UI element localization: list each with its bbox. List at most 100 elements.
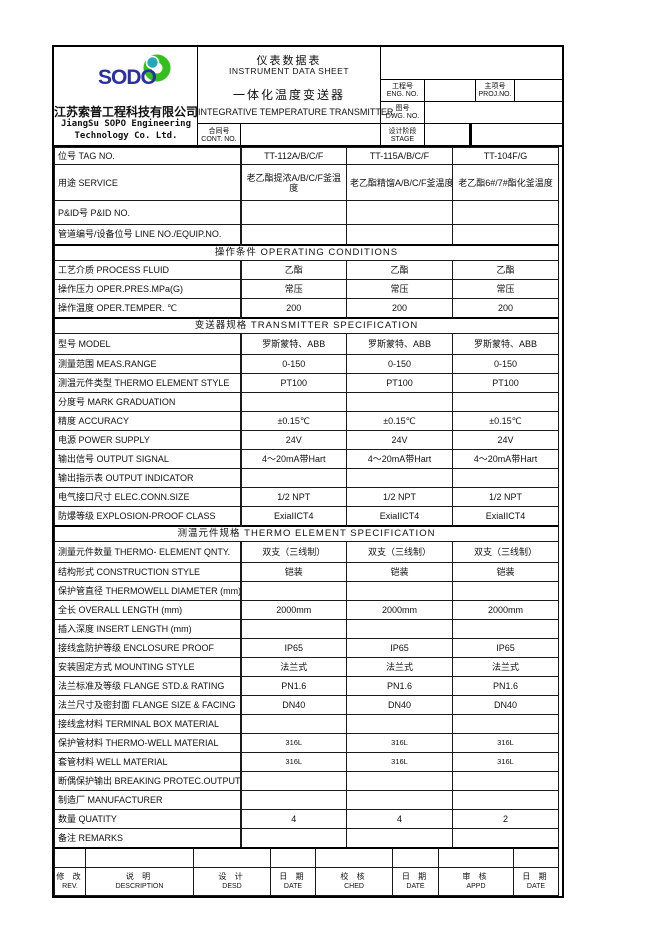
eng-no-label: 工程号 ENG. NO. — [381, 80, 425, 101]
value-cell: 铠装 — [452, 562, 559, 582]
drawing-info-block: 工程号 ENG. NO. 主项号 PROJ.NO. 图号 DWG. NO. — [380, 47, 563, 147]
value-cell: 200 — [452, 298, 559, 318]
value-cell: 常压 — [240, 279, 347, 299]
row-label-cell: 测量元件数量 THERMO- ELEMENT QNTY. — [54, 541, 242, 563]
value-cell: 2 — [452, 809, 559, 829]
value-cell — [240, 200, 347, 225]
value-cell: 0-150 — [346, 354, 453, 374]
value-cell: 铠装 — [346, 562, 453, 582]
value-cell: 老乙酯6#/7#酯化釜温度 — [452, 164, 559, 201]
table-row: 接线盒防护等级 ENCLOSURE PROOF IP65 IP65 IP65 — [54, 638, 559, 658]
value-cell — [240, 790, 347, 810]
dwg-no-row: 图号 DWG. NO. — [381, 102, 563, 124]
value-cell — [452, 619, 559, 639]
value-cell: IP65 — [452, 638, 559, 658]
value-cell: 200 — [346, 298, 453, 318]
value-cell: 铠装 — [240, 562, 347, 582]
company-name-en-line2: Technology Co. Ltd. — [74, 131, 178, 141]
document-title-cell: 仪表数据表 INSTRUMENT DATA SHEET 一体化温度变送器 INT… — [198, 47, 393, 147]
value-cell: PN1.6 — [452, 676, 559, 696]
revision-label-cell: 说 明 DESCRIPTION — [85, 866, 194, 896]
revision-label-en: DATE — [526, 883, 546, 890]
value-cell: DN40 — [452, 695, 559, 715]
contract-no-value — [241, 124, 380, 147]
value-cell: 0-150 — [452, 354, 559, 374]
value-cell: 4 — [240, 809, 347, 829]
value-cell: 双支（三线制） — [452, 541, 559, 563]
row-label-cell: 保护管材料 THERMO-WELL MATERIAL — [54, 733, 242, 753]
table-row: 断偶保护输出 BREAKING PROTEC.OUTPUT — [54, 771, 559, 791]
revision-label-zh: 日 期 — [401, 872, 430, 881]
doc-subtitle-zh: 一体化温度变送器 — [232, 88, 345, 102]
section-header: 测温元件规格 THERMO ELEMENT SPECIFICATION — [54, 524, 559, 542]
revision-label-cell: 审 核 APPD — [438, 866, 514, 896]
row-label-cell: 法兰尺寸及密封面 FLANGE SIZE & FACING — [54, 695, 242, 715]
table-row: 输出信号 OUTPUT SIGNAL 4～20mA带Hart 4～20mA带Hart… — [54, 449, 559, 469]
spec-table: 位号 TAG NO. TT-112A/B/C/F TT-115A/B/C/F TT-1… — [54, 147, 559, 848]
revision-label-en: REV. — [62, 883, 78, 890]
value-cell — [452, 828, 559, 848]
eng-no-label-zh: 工程号 — [392, 82, 413, 90]
value-cell: 2000mm — [240, 600, 347, 620]
spec-table-body: 位号 TAG NO. TT-112A/B/C/F TT-115A/B/C/F TT-1… — [54, 147, 559, 848]
value-cell: PT100 — [452, 373, 559, 393]
row-label-cell: 操作温度 OPER.TEMPER. ℃ — [54, 298, 242, 318]
value-cell: 罗斯蒙特、ABB — [240, 333, 347, 355]
section-row: 变送器规格 TRANSMITTER SPECIFICATION — [54, 316, 559, 334]
stage-extra-cell — [470, 124, 563, 147]
revision-label-zh: 日 期 — [522, 872, 550, 881]
section-header: 变送器规格 TRANSMITTER SPECIFICATION — [54, 316, 559, 334]
value-cell: 乙酯 — [452, 260, 559, 280]
revision-label-cell: 日 期 DATE — [270, 866, 316, 896]
value-cell: 罗斯蒙特、ABB — [452, 333, 559, 355]
company-cell: SODO 江苏索普工程科技有限公司 JiangSu SOPO Engineeri… — [54, 47, 198, 147]
value-cell — [452, 392, 559, 412]
value-cell: 法兰式 — [240, 657, 347, 677]
value-cell: 24V — [240, 430, 347, 450]
table-row: 制造厂 MANUFACTURER — [54, 790, 559, 810]
value-cell: ±0.15℃ — [346, 411, 453, 431]
dwg-no-label-en: DWG. NO. — [385, 112, 420, 120]
value-cell — [346, 468, 453, 488]
row-label-cell: 输出指示表 OUTPUT INDICATOR — [54, 468, 242, 488]
eng-proj-row: 工程号 ENG. NO. 主项号 PROJ.NO. — [381, 80, 563, 102]
value-cell: DN40 — [240, 695, 347, 715]
value-cell: 老乙酯精馏A/B/C/F釜温度 — [346, 164, 453, 201]
value-cell: 2000mm — [452, 600, 559, 620]
table-row: 精度 ACCURACY ±0.15℃ ±0.15℃ ±0.15℃ — [54, 411, 559, 431]
value-cell: 316L — [346, 752, 453, 772]
contract-no-label-zh: 合同号 — [208, 127, 230, 135]
value-cell: 316L — [346, 733, 453, 753]
row-label-cell: 输出信号 OUTPUT SIGNAL — [54, 449, 242, 469]
value-cell — [240, 224, 347, 245]
value-cell — [452, 714, 559, 734]
value-cell — [240, 714, 347, 734]
table-row: 备注 REMARKS — [54, 828, 559, 848]
revision-empty-cell — [513, 847, 559, 868]
proj-no-label-en: PROJ.NO. — [478, 90, 512, 98]
table-row: 测量元件数量 THERMO- ELEMENT QNTY. 双支（三线制） 双支（三线… — [54, 541, 559, 563]
dwg-no-label-zh: 图号 — [395, 104, 410, 112]
value-cell: 2000mm — [346, 600, 453, 620]
doc-title-zh: 仪表数据表 — [256, 55, 322, 67]
row-label-cell: 接线盒防护等级 ENCLOSURE PROOF — [54, 638, 242, 658]
revision-empty-cell — [392, 847, 439, 868]
value-cell: 24V — [346, 430, 453, 450]
value-cell: PN1.6 — [346, 676, 453, 696]
value-cell: 316L — [452, 733, 559, 753]
value-cell: 0-150 — [240, 354, 347, 374]
company-logo: SODO — [54, 48, 198, 100]
value-cell: 24V — [452, 430, 559, 450]
value-cell — [240, 771, 347, 791]
value-cell: 1/2 NPT — [346, 487, 453, 507]
row-label-cell: 精度 ACCURACY — [54, 411, 242, 431]
revision-label-zh: 修 改 — [56, 872, 84, 881]
value-cell: TT-104F/G — [452, 147, 559, 165]
value-cell: PT100 — [346, 373, 453, 393]
drawing-info-top-cell — [381, 47, 563, 80]
value-cell — [452, 468, 559, 488]
stage-label-zh: 设计阶段 — [388, 127, 417, 135]
value-cell — [240, 828, 347, 848]
table-row: 保护管材料 THERMO-WELL MATERIAL 316L 316L 316L — [54, 733, 559, 753]
value-cell: TT-112A/B/C/F — [240, 147, 347, 165]
